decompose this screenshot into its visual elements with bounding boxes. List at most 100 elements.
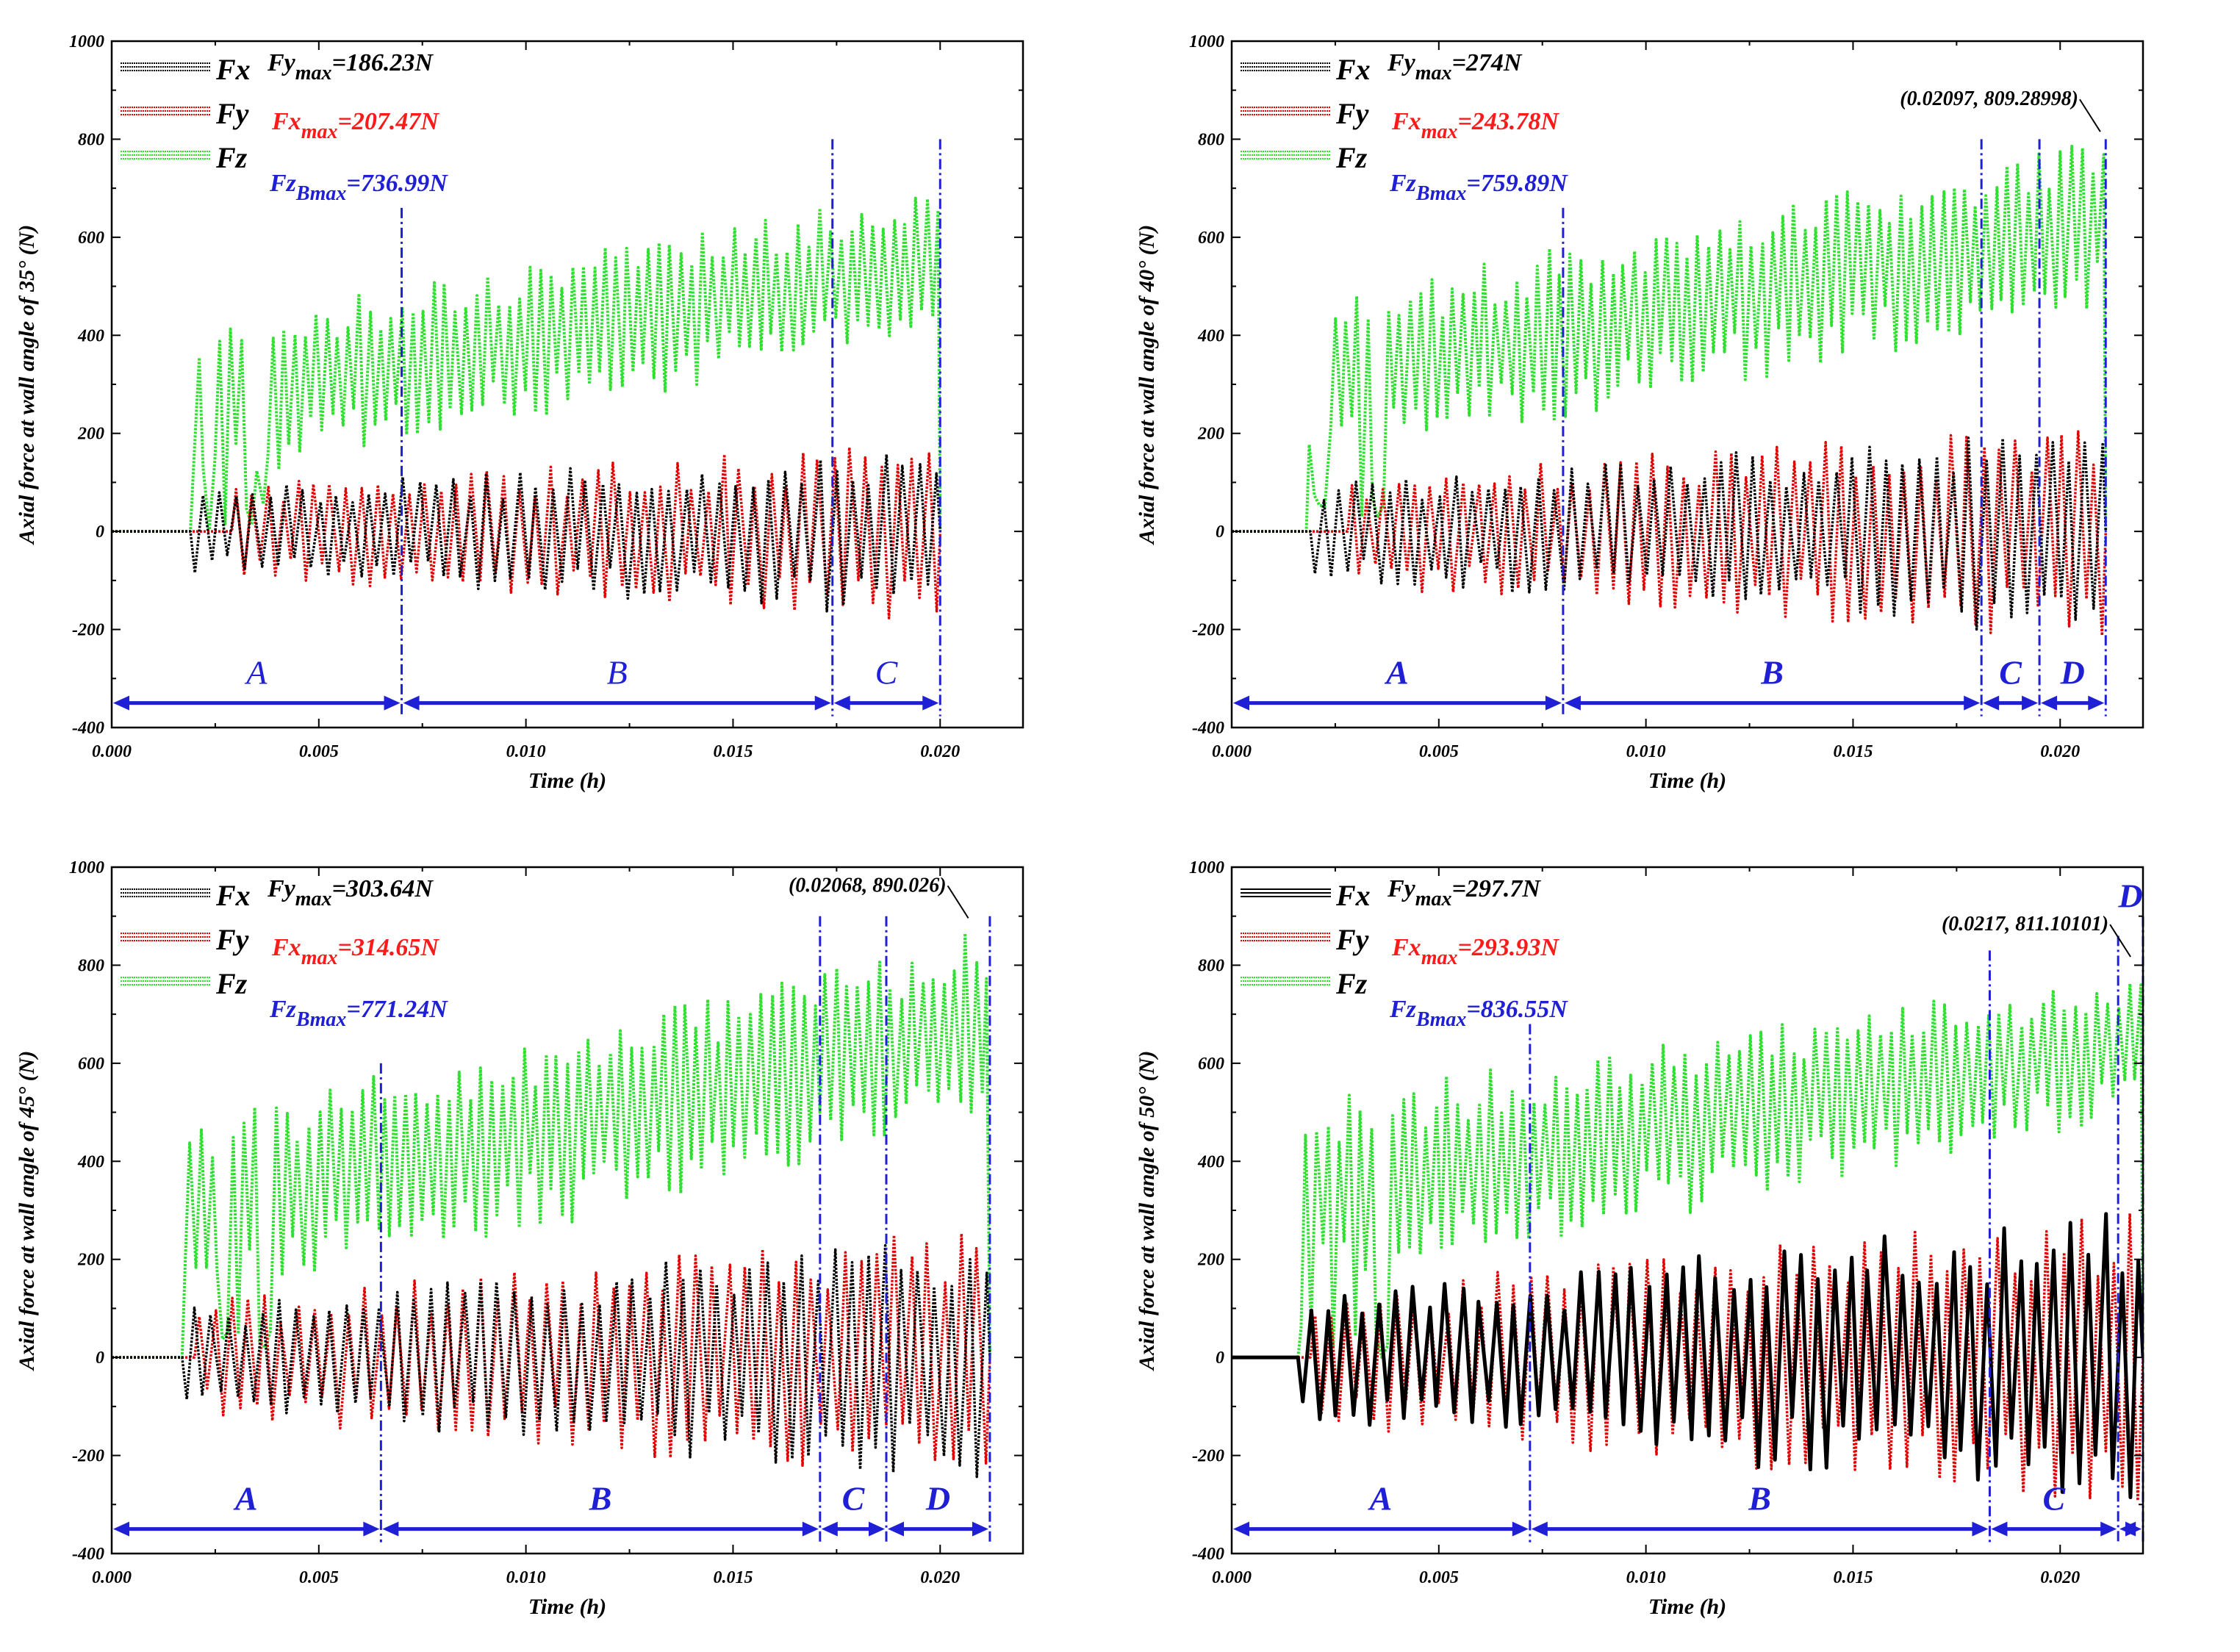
- legend-label-fz: Fz: [215, 967, 248, 1000]
- y-tick-label: -200: [72, 1447, 104, 1466]
- arrow-head-right: [869, 1521, 885, 1537]
- arrow-head-left: [403, 695, 420, 711]
- y-tick-label: 400: [77, 326, 104, 345]
- peak-leader-line: [2079, 98, 2101, 132]
- x-tick-label: 0.010: [1626, 1568, 1666, 1587]
- y-tick-label: 800: [78, 130, 104, 149]
- x-tick-label: 0.000: [1212, 1568, 1252, 1587]
- region-label-a: A: [1384, 654, 1409, 692]
- region-label-b: B: [1748, 1480, 1771, 1518]
- legend-label-fy: Fy: [215, 97, 249, 130]
- series-fz-line: [112, 196, 942, 534]
- chart-panel-40deg: A B C D -400 -200 0 200 400 600 800 1000 0.000 0.005 0…: [1120, 0, 2240, 826]
- fy-max-annotation: Fymax=274N: [1387, 49, 1523, 85]
- y-tick-label: 1000: [1189, 32, 1224, 51]
- y-tick-label: 200: [77, 425, 104, 444]
- x-tick-label: 0.010: [1626, 742, 1666, 761]
- region-label-a: A: [233, 1480, 258, 1518]
- arrow-head-right: [1545, 695, 1562, 711]
- arrow-head-left: [888, 1521, 904, 1537]
- y-tick-label: 800: [1198, 130, 1224, 149]
- x-tick-label: 0.020: [920, 1568, 960, 1587]
- x-tick-label: 0.010: [506, 742, 546, 761]
- y-tick-label: 600: [1198, 229, 1224, 248]
- legend: Fx Fy Fz: [121, 53, 251, 174]
- fy-max-annotation: Fymax=303.64N: [267, 875, 434, 911]
- x-tick-label: 0.000: [1212, 742, 1252, 761]
- series-fz-line: [112, 932, 991, 1360]
- x-axis-label: Time (h): [528, 1595, 606, 1619]
- arrow-head-right: [2100, 1521, 2117, 1537]
- y-tick-label: 200: [77, 1251, 104, 1270]
- series-fy-line: [1232, 1212, 2143, 1502]
- arrow-head-right: [972, 1521, 988, 1537]
- legend-label-fz: Fz: [1335, 967, 1368, 1000]
- y-tick-label: 0: [1216, 522, 1224, 542]
- region-label-c: C: [842, 1480, 866, 1518]
- region-label-d: D: [2060, 654, 2085, 692]
- x-tick-label: 0.005: [299, 1568, 339, 1587]
- x-axis-label: Time (h): [1648, 769, 1726, 793]
- arrow-head-left: [1991, 1521, 2008, 1537]
- y-tick-label: 800: [1198, 956, 1224, 975]
- arrow-head-left: [1233, 1521, 1249, 1537]
- series-fx-line: [112, 1244, 991, 1479]
- y-tick-label: 400: [1197, 1152, 1224, 1171]
- fx-max-annotation: Fxmax=207.47N: [271, 108, 439, 143]
- series-fx-line: [112, 453, 942, 613]
- arrow-head-right: [2125, 1521, 2142, 1537]
- y-tick-label: 0: [96, 522, 104, 542]
- arrow-head-right: [2088, 695, 2105, 711]
- legend-label-fy: Fy: [215, 923, 249, 956]
- arrow-head-right: [814, 695, 831, 711]
- fz-bmax-annotation: FzBmax=736.99N: [269, 170, 448, 205]
- arrow-head-right: [384, 695, 401, 711]
- fz-bmax-annotation: FzBmax=836.55N: [1389, 996, 1568, 1031]
- fy-max-annotation: Fymax=297.7N: [1387, 875, 1541, 911]
- arrow-head-right: [922, 695, 939, 711]
- series-fz-line: [1232, 982, 2143, 1360]
- legend-label-fx: Fx: [1335, 53, 1371, 86]
- peak-leader-line: [947, 885, 969, 919]
- chart-panel-45deg: A B C D -400 -200 0 200 400 600 800 1000 0.000 0.005 0…: [0, 826, 1120, 1652]
- series-fy-line: [1232, 430, 2108, 637]
- peak-annotation-label: (0.02068, 890.026): [789, 874, 947, 897]
- y-tick-label: 1000: [1189, 858, 1224, 877]
- arrow-head-left: [833, 695, 850, 711]
- y-tick-label: 600: [1198, 1055, 1224, 1074]
- arrow-head-left: [1233, 695, 1249, 711]
- legend: Fx Fy Fz: [121, 879, 251, 1000]
- y-tick-label: 600: [78, 229, 104, 248]
- arrow-head-left: [2041, 695, 2058, 711]
- y-tick-label: 800: [78, 956, 104, 975]
- legend: Fx Fy Fz: [1241, 879, 1371, 1000]
- x-tick-label: 0.020: [2040, 742, 2080, 761]
- y-tick-label: -200: [1192, 1447, 1224, 1466]
- arrow-head-left: [1983, 695, 2000, 711]
- x-tick-label: 0.015: [713, 1568, 753, 1587]
- x-tick-label: 0.005: [299, 742, 339, 761]
- y-axis-label: Axial force at wall angle of 35° (N): [15, 225, 39, 545]
- region-label-c: C: [1999, 654, 2022, 692]
- region-label-c: C: [875, 654, 899, 692]
- region-label-a: A: [1368, 1480, 1393, 1518]
- peak-leader-line: [2109, 924, 2131, 958]
- arrow-head-right: [2022, 695, 2039, 711]
- y-tick-label: -200: [72, 621, 104, 640]
- chart-svg: A B C D -400 -200 0 200 400 600 800 1000 0.000 0.005 0…: [1135, 858, 2144, 1619]
- legend: Fx Fy Fz: [1241, 53, 1371, 174]
- arrow-head-left: [113, 1521, 129, 1537]
- legend-label-fx: Fx: [215, 53, 251, 86]
- y-tick-label: 400: [1197, 326, 1224, 345]
- y-axis-label: Axial force at wall angle of 50° (N): [1135, 1051, 1159, 1371]
- x-tick-label: 0.000: [92, 1568, 132, 1587]
- y-tick-label: -200: [1192, 621, 1224, 640]
- x-tick-label: 0.015: [713, 742, 753, 761]
- chart-svg: A B C D -400 -200 0 200 400 600 800 1000 0.000 0.005 0…: [15, 858, 1024, 1619]
- y-tick-label: 1000: [69, 32, 104, 51]
- y-tick-label: -400: [1192, 719, 1224, 738]
- y-tick-label: -400: [72, 719, 104, 738]
- legend-label-fz: Fz: [1335, 141, 1368, 174]
- x-tick-label: 0.020: [2040, 1568, 2080, 1587]
- x-tick-label: 0.020: [920, 742, 960, 761]
